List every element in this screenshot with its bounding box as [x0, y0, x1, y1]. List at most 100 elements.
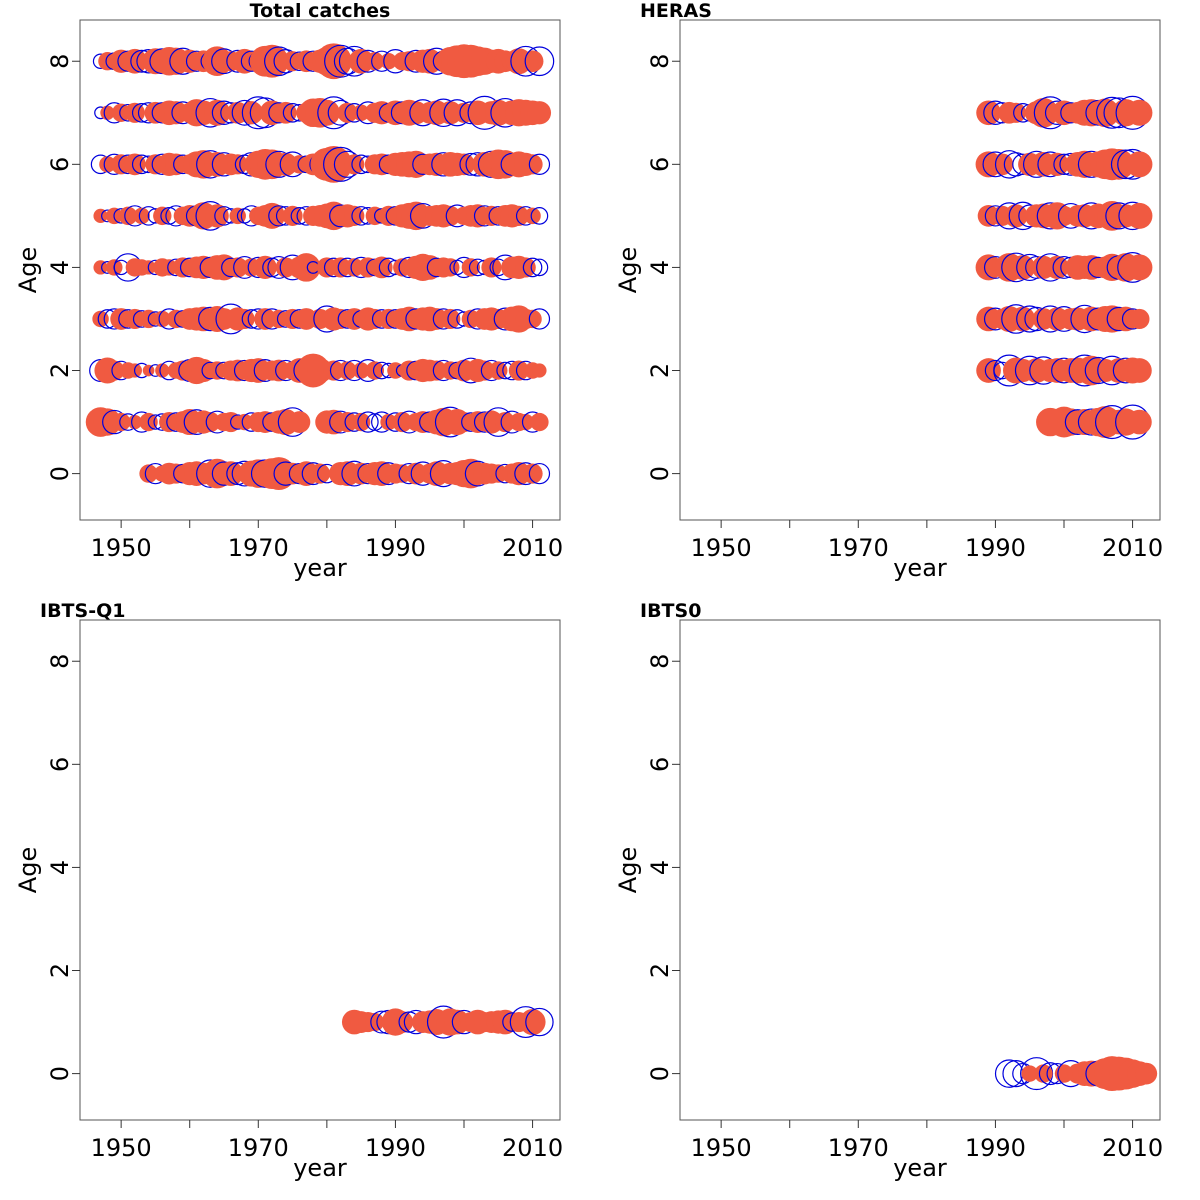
residual-bubble-negative	[474, 360, 495, 381]
residual-bubble-positive	[357, 411, 379, 433]
residual-bubble-negative	[392, 411, 413, 433]
residual-bubble-negative	[519, 1009, 546, 1036]
panel-title: IBTS-Q1	[40, 600, 125, 622]
residual-bubble-negative	[1021, 1065, 1038, 1082]
y-tick-label: 2	[46, 963, 74, 978]
residual-bubble-negative	[227, 154, 248, 175]
residual-bubble-negative	[522, 463, 543, 484]
y-tick-label: 8	[46, 54, 74, 69]
residual-bubble-negative	[191, 358, 216, 383]
residual-bubble-negative	[508, 360, 529, 381]
residual-bubble-negative	[365, 361, 385, 380]
residual-bubble-negative	[365, 52, 385, 71]
plot-frame	[79, 19, 561, 521]
residual-bubble-negative	[323, 360, 344, 381]
residual-bubble-negative	[122, 48, 148, 74]
x-tick-label: 1990	[965, 534, 1026, 562]
residual-bubble-negative	[1004, 204, 1028, 228]
residual-bubble-negative	[1126, 99, 1153, 126]
residual-bubble-negative	[1126, 151, 1153, 178]
residual-bubble-negative	[348, 48, 374, 74]
y-tick-label: 8	[646, 54, 674, 69]
residual-bubble-negative	[207, 361, 227, 380]
residual-bubble-negative	[1005, 102, 1027, 123]
y-tick-label: 0	[46, 1066, 74, 1081]
residual-bubble-negative	[1054, 1064, 1074, 1083]
y-tick-label: 2	[646, 963, 674, 978]
residual-bubble-negative	[267, 359, 290, 382]
residual-bubble-negative	[530, 412, 549, 432]
residual-bubble-negative	[1129, 308, 1150, 330]
residual-bubble-negative	[370, 256, 393, 279]
residual-bubble-negative	[315, 145, 353, 183]
panel-total-catches: Total catches year Age 1950 1970 1990 2010 0…	[14, 0, 563, 582]
residual-bubble-negative	[1045, 152, 1069, 176]
residual-bubble-negative	[1126, 202, 1153, 229]
residual-bubble-negative	[93, 260, 108, 275]
residual-bubble-negative	[274, 101, 297, 124]
y-tick-label: 4	[646, 860, 674, 875]
x-tick-label: 1970	[828, 534, 889, 562]
residual-bubble-negative	[227, 257, 248, 278]
panel-heras: HERAS year Age 1950 1970 1990 2010 0 2 4 6 8	[614, 0, 1163, 582]
panel-title: HERAS	[640, 0, 712, 22]
residual-bubble-negative	[1010, 255, 1036, 280]
x-axis-label: year	[893, 1154, 947, 1182]
residual-bubble-negative	[991, 153, 1014, 176]
residual-bubble-negative	[426, 360, 447, 381]
x-axis-label: year	[893, 554, 947, 582]
residual-bubble-negative	[453, 153, 475, 176]
x-tick-label: 1970	[228, 534, 289, 562]
y-tick-label: 4	[646, 260, 674, 275]
residual-bubble-negative	[387, 362, 404, 379]
residual-bubble-negative	[236, 413, 253, 431]
residual-bubble-negative	[139, 464, 158, 483]
x-tick-label: 2010	[502, 534, 563, 562]
y-tick-label: 8	[46, 654, 74, 669]
residual-bubble-negative	[337, 411, 358, 433]
residual-bubble-negative	[352, 104, 370, 122]
x-tick-label: 1950	[91, 534, 152, 562]
panel-title: Total catches	[250, 0, 391, 22]
residual-bubble-negative	[344, 205, 365, 226]
residual-bubble-negative	[1135, 1062, 1158, 1085]
x-tick-label: 2010	[1102, 534, 1163, 562]
residual-bubble-negative	[269, 309, 289, 329]
y-tick-label: 6	[646, 157, 674, 172]
residual-bubble-negative	[282, 205, 303, 226]
residual-bubble-negative	[976, 358, 1001, 383]
residual-bubble-negative	[93, 208, 108, 223]
residual-bubble-negative	[489, 361, 508, 380]
y-axis-label: Age	[14, 247, 42, 293]
y-axis-label: Age	[14, 847, 42, 893]
residual-bubble-negative	[1103, 148, 1135, 180]
bubble-series	[341, 1005, 554, 1039]
residual-bubble-negative	[288, 411, 311, 433]
residual-bubble-negative	[253, 255, 277, 280]
residual-bubble-positive	[525, 1007, 554, 1037]
y-tick-label: 0	[646, 466, 674, 481]
residual-bubble-negative	[1127, 409, 1152, 435]
panel-title: IBTS0	[640, 600, 701, 622]
residual-bubble-negative	[292, 253, 321, 282]
residual-bubble-positive	[524, 46, 555, 77]
residual-bubble-negative	[508, 205, 529, 226]
residual-bubble-negative	[200, 411, 221, 433]
residual-bubble-negative	[127, 414, 142, 430]
residual-bubble-negative	[440, 308, 461, 330]
y-tick-label: 6	[646, 757, 674, 772]
residual-bubble-negative	[481, 257, 502, 278]
residual-bubble-negative	[254, 308, 277, 330]
residual-bubble-negative	[527, 101, 552, 125]
x-tick-label: 1950	[91, 1134, 152, 1162]
residual-bubble-negative	[524, 207, 541, 225]
residual-bubble-negative	[522, 154, 543, 175]
residual-bubble-negative	[99, 156, 116, 173]
bubble-series	[975, 95, 1153, 440]
residual-bubble-negative	[521, 50, 544, 73]
residual-bubble-negative	[440, 205, 461, 226]
residual-bubble-negative	[344, 154, 365, 175]
x-tick-label: 1950	[691, 1134, 752, 1162]
residual-bubble-positive	[528, 462, 551, 485]
